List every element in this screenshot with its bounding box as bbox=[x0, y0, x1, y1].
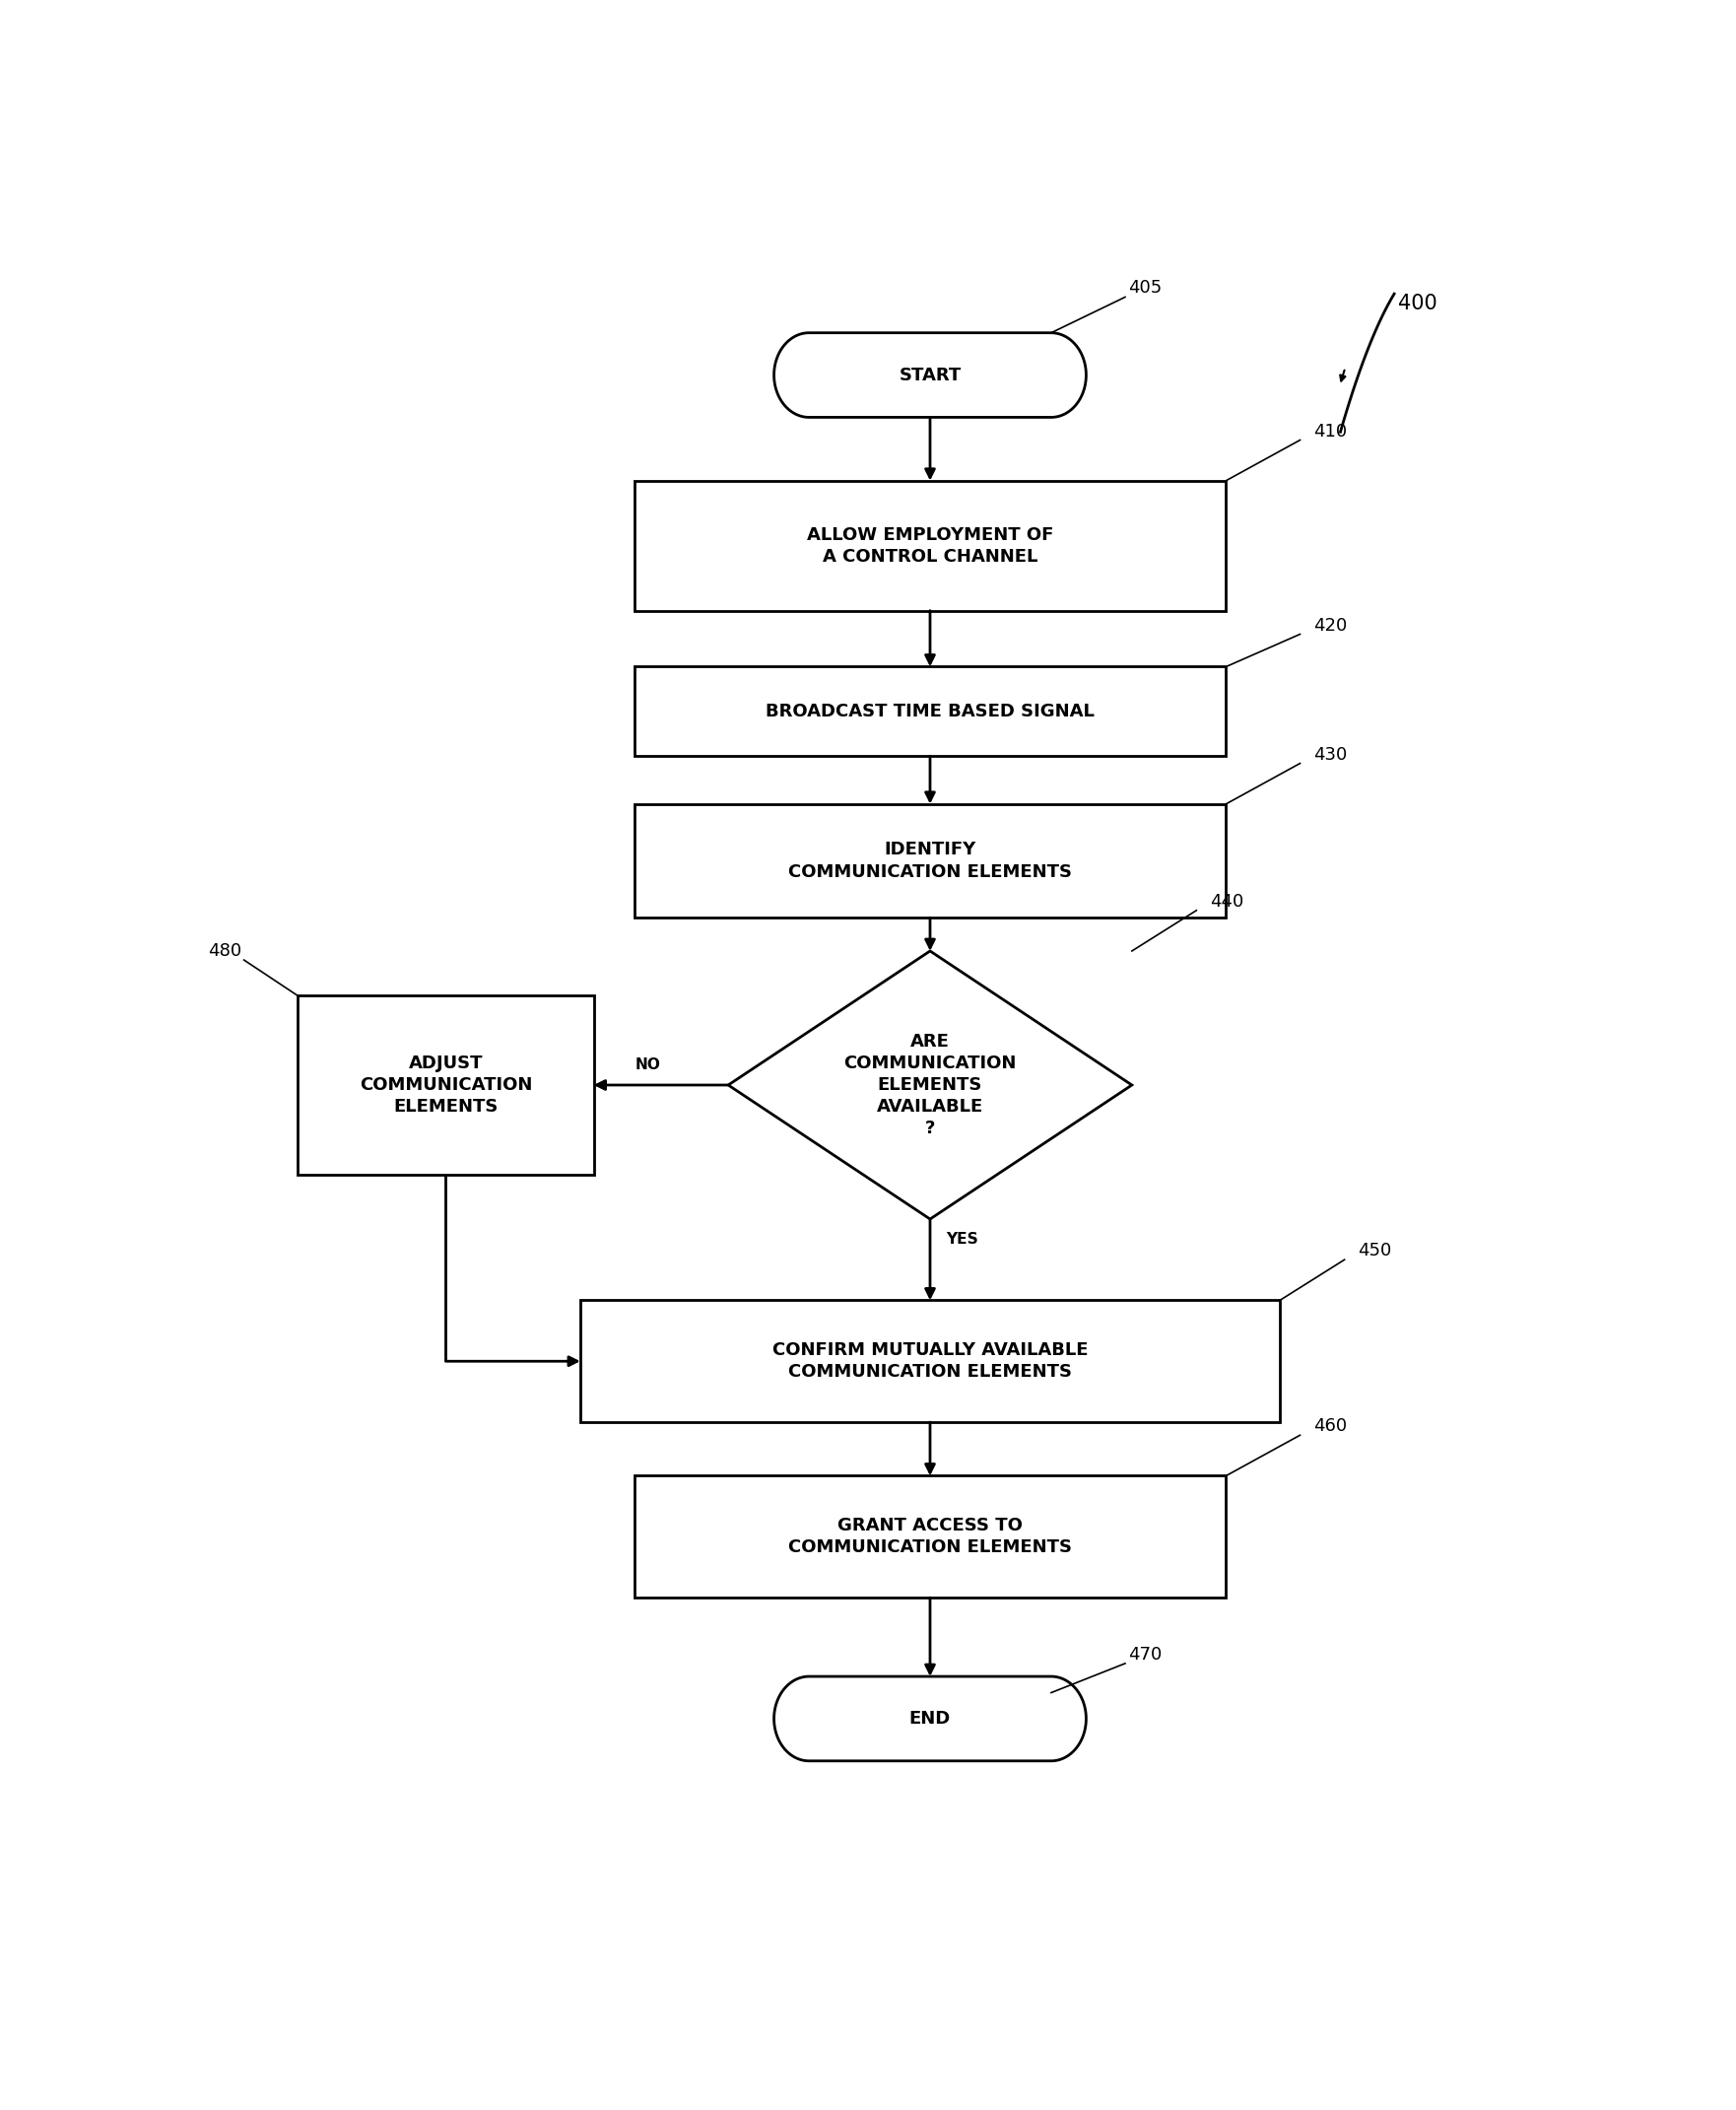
Text: ALLOW EMPLOYMENT OF
A CONTROL CHANNEL: ALLOW EMPLOYMENT OF A CONTROL CHANNEL bbox=[807, 525, 1054, 565]
Text: IDENTIFY
COMMUNICATION ELEMENTS: IDENTIFY COMMUNICATION ELEMENTS bbox=[788, 842, 1071, 880]
Text: GRANT ACCESS TO
COMMUNICATION ELEMENTS: GRANT ACCESS TO COMMUNICATION ELEMENTS bbox=[788, 1517, 1071, 1557]
Text: 440: 440 bbox=[1210, 893, 1243, 909]
Text: 405: 405 bbox=[1128, 279, 1161, 298]
Bar bbox=[634, 804, 1226, 918]
Text: START: START bbox=[899, 367, 962, 384]
Text: 420: 420 bbox=[1314, 616, 1347, 635]
Bar bbox=[634, 667, 1226, 755]
Bar bbox=[634, 1475, 1226, 1597]
Text: BROADCAST TIME BASED SIGNAL: BROADCAST TIME BASED SIGNAL bbox=[766, 703, 1094, 720]
Text: 400: 400 bbox=[1397, 293, 1437, 314]
Text: 450: 450 bbox=[1358, 1243, 1392, 1260]
Text: 410: 410 bbox=[1314, 422, 1347, 441]
Bar bbox=[299, 996, 594, 1175]
Polygon shape bbox=[774, 1677, 1087, 1762]
Text: CONFIRM MUTUALLY AVAILABLE
COMMUNICATION ELEMENTS: CONFIRM MUTUALLY AVAILABLE COMMUNICATION… bbox=[773, 1342, 1088, 1382]
Text: 470: 470 bbox=[1128, 1646, 1161, 1663]
Text: YES: YES bbox=[946, 1232, 979, 1247]
Text: ADJUST
COMMUNICATION
ELEMENTS: ADJUST COMMUNICATION ELEMENTS bbox=[359, 1055, 533, 1116]
Polygon shape bbox=[774, 333, 1087, 418]
Bar bbox=[634, 481, 1226, 610]
Text: NO: NO bbox=[635, 1057, 660, 1072]
Text: 460: 460 bbox=[1314, 1418, 1347, 1435]
Text: ARE
COMMUNICATION
ELEMENTS
AVAILABLE
?: ARE COMMUNICATION ELEMENTS AVAILABLE ? bbox=[844, 1032, 1017, 1137]
Text: 430: 430 bbox=[1314, 745, 1347, 764]
Polygon shape bbox=[729, 952, 1132, 1220]
Bar bbox=[580, 1300, 1279, 1422]
Text: END: END bbox=[910, 1709, 951, 1728]
Text: 480: 480 bbox=[208, 943, 241, 960]
